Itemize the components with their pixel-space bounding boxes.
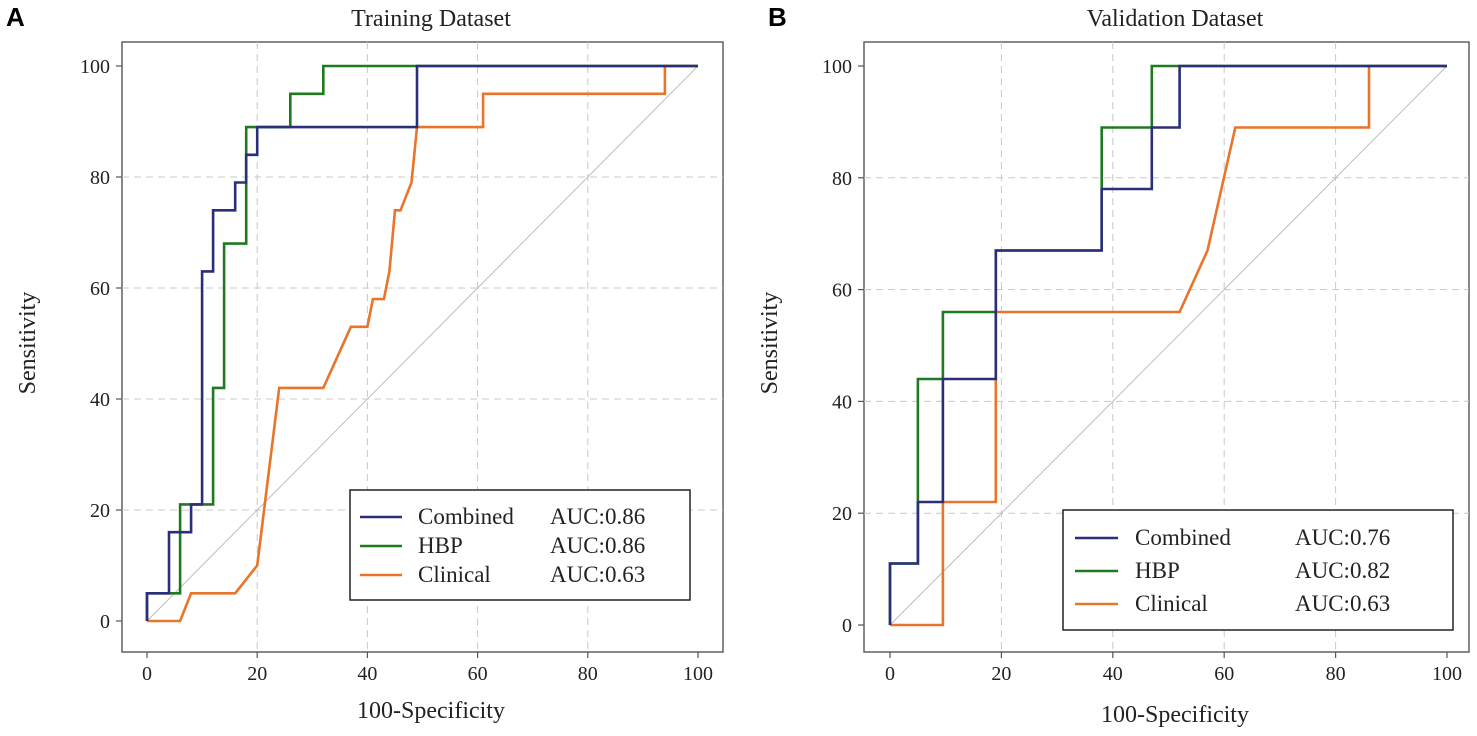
chart-title: Training Dataset: [351, 6, 511, 32]
panel-letter: B: [768, 2, 787, 32]
x-tick-label: 80: [578, 663, 598, 685]
legend-auc-value: AUC:0.63: [550, 562, 645, 587]
legend: Combined AUC:0.86 HBP AUC:0.86 Clinical AUC:0…: [349, 489, 691, 601]
legend-item: Clinical AUC:0.63: [1075, 591, 1390, 616]
y-tick-label: 80: [832, 168, 852, 190]
y-tick-label: 60: [832, 280, 852, 302]
x-tick-label: 0: [142, 663, 152, 685]
y-axis-label: Sensitivity: [15, 292, 41, 395]
legend-item: Clinical AUC:0.63: [360, 562, 645, 587]
y-tick-label: 0: [100, 611, 110, 633]
legend-item: Combined AUC:0.86: [360, 504, 645, 529]
x-tick-label: 60: [1214, 663, 1234, 685]
legend-item: HBP AUC:0.82: [1075, 558, 1390, 583]
legend-series-name: Clinical: [418, 562, 491, 587]
legend-series-name: Clinical: [1135, 591, 1208, 616]
y-tick-label: 100: [80, 56, 110, 78]
legend-auc-value: AUC:0.63: [1295, 591, 1390, 616]
panel-letter: A: [6, 2, 25, 32]
x-tick-label: 40: [1103, 663, 1123, 685]
plot-frame: [863, 41, 1470, 653]
legend-series-name: Combined: [418, 504, 514, 529]
y-tick-label: 100: [822, 56, 852, 78]
legend-auc-value: AUC:0.86: [550, 504, 645, 529]
legend-series-name: Combined: [1135, 525, 1231, 550]
reference-diagonal: [889, 65, 1448, 626]
legend-series-name: HBP: [418, 533, 463, 558]
roc-curve-combined: [145, 64, 698, 621]
x-tick-label: 100: [683, 663, 713, 685]
legend-auc-value: AUC:0.76: [1295, 525, 1390, 550]
legend-item: HBP AUC:0.86: [360, 533, 645, 558]
x-tick-label: 60: [468, 663, 488, 685]
roc-panel-b: 0 20 40 60 80 100 0 20 40 60 80 100 B Validation Data…: [757, 2, 1470, 728]
reference-diagonal: [146, 65, 699, 622]
x-tick-label: 40: [357, 663, 377, 685]
roc-curve-clinical: [147, 64, 698, 623]
y-tick-label: 20: [832, 503, 852, 525]
roc-panel-a: 0 20 40 60 80 100 0 20 40 60 80 100 A Training Datase…: [6, 2, 724, 724]
x-tick-label: 20: [991, 663, 1011, 685]
y-tick-label: 20: [90, 500, 110, 522]
x-tick-label: 20: [247, 663, 267, 685]
chart-title: Validation Dataset: [1087, 6, 1264, 32]
legend-item: Combined AUC:0.76: [1075, 525, 1390, 550]
y-tick-label: 40: [90, 389, 110, 411]
legend: Combined AUC:0.76 HBP AUC:0.82 Clinical AUC:0…: [1062, 509, 1454, 631]
x-axis-label: 100-Specificity: [357, 698, 505, 724]
legend-auc-value: AUC:0.86: [550, 533, 645, 558]
y-tick-label: 0: [842, 615, 852, 637]
x-axis-label: 100-Specificity: [1101, 702, 1249, 728]
x-tick-label: 0: [885, 663, 895, 685]
legend-box: [349, 489, 691, 601]
plot-frame: [121, 41, 724, 653]
roc-curve-clinical: [890, 64, 1447, 627]
y-axis-label: Sensitivity: [757, 292, 783, 395]
y-tick-label: 60: [90, 278, 110, 300]
legend-series-name: HBP: [1135, 558, 1180, 583]
roc-curve-hbp: [145, 64, 698, 621]
y-tick-label: 80: [90, 167, 110, 189]
legend-box: [1062, 509, 1454, 631]
y-tick-label: 40: [832, 391, 852, 413]
legend-auc-value: AUC:0.82: [1295, 558, 1390, 583]
x-tick-label: 100: [1432, 663, 1462, 685]
roc-curve-combined: [888, 64, 1447, 625]
x-tick-label: 80: [1326, 663, 1346, 685]
